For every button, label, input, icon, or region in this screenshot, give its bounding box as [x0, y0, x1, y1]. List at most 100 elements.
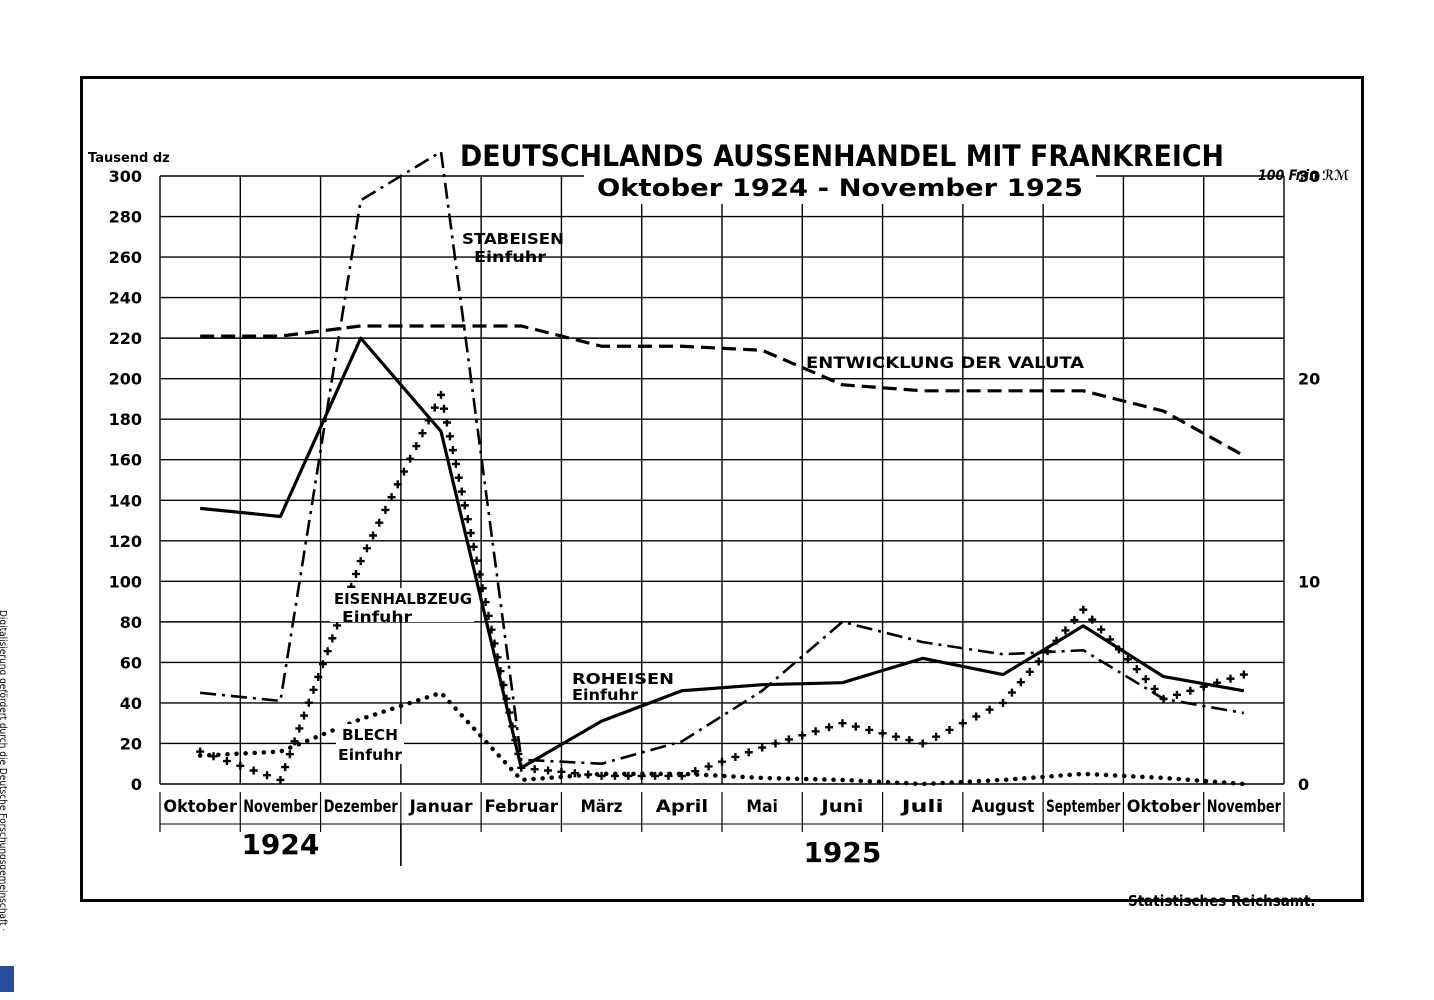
series-eisenhalbzeug-mark: [309, 685, 318, 694]
source-note: Statistisches Reichsamt.: [1128, 892, 1316, 910]
series-eisenhalbzeug-mark: [838, 719, 847, 728]
y-left-tick-label: 280: [109, 208, 142, 227]
series-eisenhalbzeug-mark: [597, 771, 606, 780]
series-eisenhalbzeug-mark: [1159, 694, 1168, 703]
y-left-tick-label: 60: [120, 653, 142, 672]
series-eisenhalbzeug-mark: [718, 757, 726, 766]
y-left-tick-label: 220: [109, 329, 142, 348]
dfg-logo: [0, 966, 14, 992]
y-right-tick-label: 30: [1298, 167, 1320, 186]
series-eisenhalbzeug-mark: [918, 739, 927, 748]
y-left-tick-label: 20: [120, 734, 142, 753]
y-left-tick-label: 0: [131, 775, 142, 794]
series-eisenhalbzeug-mark: [463, 515, 472, 524]
series-label-stabeisen-sub: Einfuhr: [474, 248, 546, 266]
series-line-dotted: [197, 690, 1247, 787]
series-eisenhalbzeug-mark: [369, 531, 378, 540]
series-eisenhalbzeug-mark: [442, 418, 451, 427]
series-eisenhalbzeug-mark: [263, 771, 272, 780]
y-right-tick-label: 20: [1298, 370, 1320, 389]
series-eisenhalbzeug-mark: [905, 736, 914, 745]
y-right-tick-label: 0: [1298, 775, 1309, 794]
y-left-tick-label: 300: [109, 167, 142, 186]
series-eisenhalbzeug-mark: [891, 732, 900, 741]
y-left-tick-label: 160: [109, 451, 142, 470]
series-eisenhalbzeug-mark: [290, 737, 299, 746]
series-eisenhalbzeug-mark: [624, 771, 633, 780]
y-right-tick-label: 10: [1298, 572, 1320, 591]
series-eisenhalbzeug-mark: [798, 731, 807, 740]
series-label-blech: BLECH: [342, 726, 398, 744]
y-left-tick-label: 100: [109, 572, 142, 591]
series-line-dashed: [200, 324, 1245, 458]
series-label-eisenhalbzeug: EISENHALBZEUG: [334, 590, 472, 608]
series-eisenhalbzeug-mark: [418, 429, 427, 438]
series-line-dashdot: [200, 150, 1245, 766]
label-backdrop: [330, 588, 474, 622]
series-eisenhalbzeug-mark: [333, 621, 342, 630]
category-label: November: [243, 797, 318, 817]
category-label: März: [581, 797, 623, 817]
series-eisenhalbzeug-mark: [460, 501, 469, 510]
label-backdrop: [336, 724, 404, 764]
series-eisenhalbzeug-mark: [945, 725, 954, 734]
funding-note: Digitalisierung gefördert durch die Deut…: [0, 610, 8, 931]
series-eisenhalbzeug-mark: [314, 672, 323, 681]
series-eisenhalbzeug-mark: [557, 767, 566, 776]
category-label: Mai: [746, 797, 778, 817]
series-eisenhalbzeug-mark: [1132, 665, 1141, 674]
series-eisenhalbzeug-mark: [878, 729, 887, 738]
series-eisenhalbzeug-mark: [399, 467, 408, 476]
series-eisenhalbzeug-mark: [744, 748, 753, 757]
series-eisenhalbzeug-mark: [387, 493, 396, 502]
series-eisenhalbzeug-mark: [1088, 615, 1097, 624]
series-label-eisenhalbzeug-sub: Einfuhr: [342, 608, 412, 626]
series-label-blech-sub: Einfuhr: [338, 746, 402, 764]
series-eisenhalbzeug-mark: [1239, 670, 1248, 679]
y-left-tick-label: 140: [109, 491, 142, 510]
series-eisenhalbzeug-mark: [1186, 686, 1195, 695]
series-eisenhalbzeug-mark: [1025, 667, 1034, 676]
y-left-tick-label: 200: [109, 370, 142, 389]
category-label: August: [972, 797, 1035, 817]
y-left-tick-label: 120: [109, 532, 142, 551]
series-eisenhalbzeug-mark: [1150, 684, 1159, 693]
y-left-axis-label: Tausend dz: [88, 151, 170, 166]
category-label: Oktober: [163, 797, 237, 817]
category-label: Juli: [900, 797, 944, 817]
series-eisenhalbzeug-mark: [784, 735, 793, 744]
series-eisenhalbzeug-mark: [430, 403, 439, 412]
series-eisenhalbzeug-mark: [1061, 626, 1070, 635]
y-left-tick-label: 240: [109, 289, 142, 308]
series-eisenhalbzeug-mark: [451, 459, 460, 468]
series-eisenhalbzeug-mark: [412, 442, 421, 451]
year-label-1924: 1924: [241, 828, 319, 861]
title-backdrop: [450, 138, 1234, 174]
series-line-solid: [199, 336, 1245, 770]
series-eisenhalbzeug-mark: [448, 446, 457, 455]
series-eisenhalbzeug-mark: [1007, 688, 1016, 697]
series-eisenhalbzeug-mark: [323, 647, 332, 656]
series-label-roheisen-sub: Einfuhr: [572, 686, 638, 704]
series-eisenhalbzeug-mark: [381, 505, 390, 514]
series-eisenhalbzeug-mark: [281, 763, 290, 772]
category-label: Juni: [820, 797, 863, 817]
y-left-tick-label: 180: [109, 410, 142, 429]
series-eisenhalbzeug-mark: [406, 454, 415, 463]
series-eisenhalbzeug-mark: [249, 766, 258, 775]
series-eisenhalbzeug-mark: [530, 765, 539, 774]
series-eisenhalbzeug-mark: [466, 528, 475, 537]
series-eisenhalbzeug-mark: [1079, 605, 1088, 614]
series-eisenhalbzeug-mark: [1226, 674, 1235, 683]
series-eisenhalbzeug-mark: [222, 757, 231, 766]
series-eisenhalbzeug-mark: [958, 719, 967, 728]
series-label-roheisen: ROHEISEN: [572, 670, 674, 688]
series-eisenhalbzeug-mark: [300, 711, 309, 720]
category-label: April: [656, 797, 709, 817]
series-eisenhalbzeug-mark: [318, 660, 327, 669]
chart-subtitle: Oktober 1924 - November 1925: [597, 174, 1083, 202]
y-right-axis-label: 100 Fr.in ℛℳ: [1258, 168, 1349, 184]
category-label: Februar: [485, 797, 559, 817]
series-eisenhalbzeug-mark: [454, 473, 463, 482]
y-left-tick-label: 40: [120, 694, 142, 713]
